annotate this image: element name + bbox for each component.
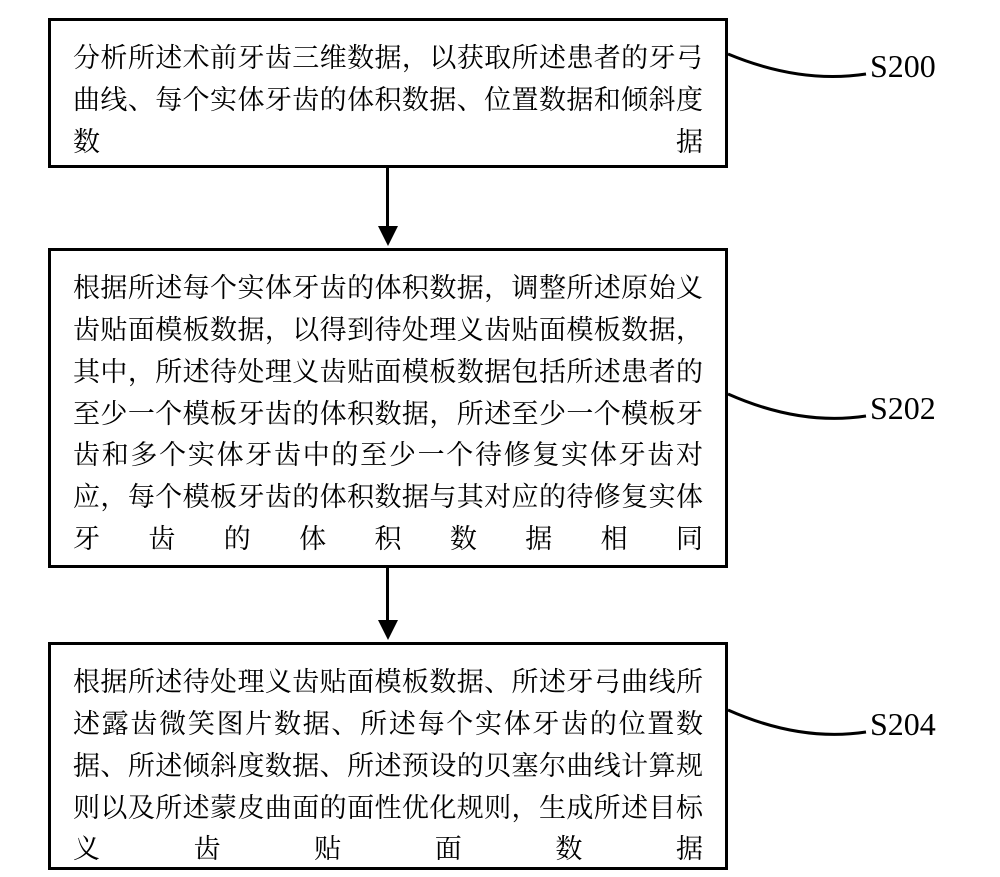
flow-step-box-1: 分析所述术前牙齿三维数据，以获取所述患者的牙弓曲线、每个实体牙齿的体积数据、位置… <box>48 18 728 168</box>
arrow-head-2 <box>378 620 398 640</box>
step-label-3: S204 <box>870 706 936 743</box>
step-label-text-1: S200 <box>870 48 936 84</box>
flow-step-text-3: 根据所述待处理义齿贴面模板数据、所述牙弓曲线所述露齿微笑图片数据、所述每个实体牙… <box>73 660 703 866</box>
step-label-2: S202 <box>870 390 936 427</box>
flow-step-box-3: 根据所述待处理义齿贴面模板数据、所述牙弓曲线所述露齿微笑图片数据、所述每个实体牙… <box>48 642 728 870</box>
arrow-line-1 <box>386 168 389 226</box>
flow-step-text-1: 分析所述术前牙齿三维数据，以获取所述患者的牙弓曲线、每个实体牙齿的体积数据、位置… <box>73 36 703 159</box>
step-label-text-2: S202 <box>870 390 936 426</box>
step-label-1: S200 <box>870 48 936 85</box>
arrow-head-1 <box>378 226 398 246</box>
step-label-text-3: S204 <box>870 706 936 742</box>
flow-step-text-2: 根据所述每个实体牙齿的体积数据，调整所述原始义齿贴面模板数据，以得到待处理义齿贴… <box>73 266 703 556</box>
arrow-line-2 <box>386 568 389 620</box>
flow-step-box-2: 根据所述每个实体牙齿的体积数据，调整所述原始义齿贴面模板数据，以得到待处理义齿贴… <box>48 248 728 568</box>
